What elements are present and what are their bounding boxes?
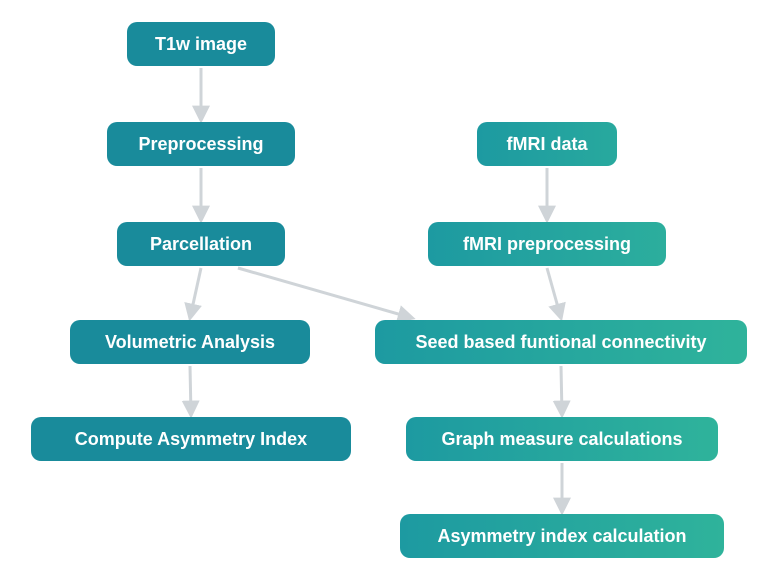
edge-parc-to-seed <box>238 268 412 318</box>
node-pre: Preprocessing <box>107 122 295 166</box>
edge-seed-to-graph <box>561 366 562 415</box>
node-fmri: fMRI data <box>477 122 617 166</box>
node-cai: Compute Asymmetry Index <box>31 417 351 461</box>
edge-parc-to-vol <box>190 268 201 318</box>
node-fpre: fMRI preprocessing <box>428 222 666 266</box>
node-aic: Asymmetry index calculation <box>400 514 724 558</box>
edges-layer <box>0 0 760 571</box>
node-parc: Parcellation <box>117 222 285 266</box>
node-graph: Graph measure calculations <box>406 417 718 461</box>
node-t1w: T1w image <box>127 22 275 66</box>
flowchart-stage: T1w image Preprocessing Parcellation Volume… <box>0 0 760 571</box>
edge-fpre-to-seed <box>547 268 561 318</box>
node-vol: Volumetric Analysis <box>70 320 310 364</box>
edge-vol-to-cai <box>190 366 191 415</box>
node-seed: Seed based funtional connectivity <box>375 320 747 364</box>
